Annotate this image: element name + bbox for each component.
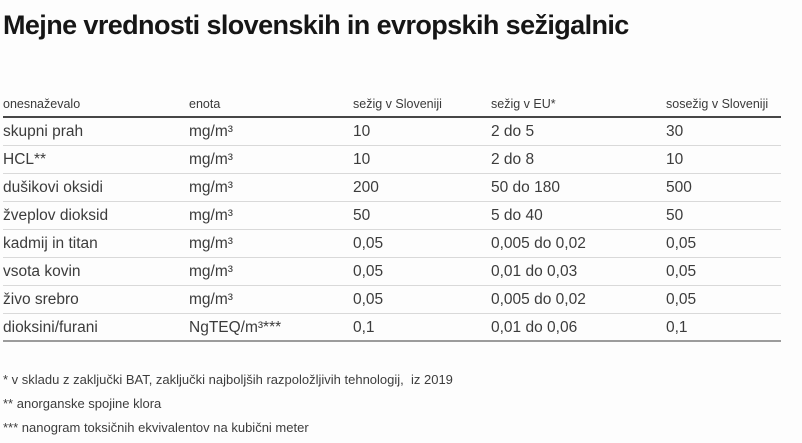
table-body: skupni prah mg/m³ 10 2 do 5 30 HCL** mg/m³ 10 2 … [3,118,781,342]
table-cell: mg/m³ [189,123,233,140]
column-header: enota [189,97,221,111]
limits-table: onesnaževalo enota sežig v Sloveniji sežig … [3,94,781,342]
table-cell: 0,05 [353,235,384,252]
table-cell: 10 [353,151,371,168]
table-cell: 500 [666,179,692,196]
table-row: žveplov dioksid mg/m³ 50 5 do 40 50 [3,202,781,230]
table-row: dušikovi oksidi mg/m³ 200 50 do 180 500 [3,174,781,202]
table-row: vsota kovin mg/m³ 0,05 0,01 do 0,03 0,05 [3,258,781,286]
table-row: živo srebro mg/m³ 0,05 0,005 do 0,02 0,05 [3,286,781,314]
table-cell: mg/m³ [189,291,233,308]
table-row: dioksini/furani NgTEQ/m³*** 0,1 0,01 do 0,0… [3,314,781,342]
table-cell: 50 [353,207,371,224]
table-cell: 2 do 5 [491,123,535,140]
table-cell: vsota kovin [3,263,81,280]
table-cell: 10 [353,123,371,140]
footnote: * v skladu z zaključki BAT, zaključki na… [3,372,453,387]
table-cell: 30 [666,123,684,140]
column-header: onesnaževalo [3,97,81,111]
footnotes: * v skladu z zaključki BAT, zaključki na… [3,368,802,440]
column-header: sežig v Sloveniji [353,97,442,111]
column-header: sosežig v Sloveniji [666,97,769,111]
table-cell: žveplov dioksid [3,207,109,224]
page-title: Mejne vrednosti slovenskih in evropskih … [3,10,629,40]
table-cell: 0,005 do 0,02 [491,235,586,252]
table-cell: 0,01 do 0,03 [491,263,578,280]
table-cell: kadmij in titan [3,235,98,252]
table-header-row: onesnaževalo enota sežig v Sloveniji sežig … [3,94,781,118]
table-cell: živo srebro [3,291,79,308]
table-cell: 5 do 40 [491,207,543,224]
table-cell: 0,05 [666,291,697,308]
table-cell: mg/m³ [189,263,233,280]
table-cell: mg/m³ [189,151,233,168]
incinerator-limits-infographic: Mejne vrednosti slovenskih in evropskih … [0,6,802,443]
table-cell: 0,1 [353,319,375,336]
table-cell: skupni prah [3,123,84,140]
table-cell: mg/m³ [189,235,233,252]
table-cell: 0,05 [353,291,384,308]
table-cell: HCL** [3,151,47,168]
table-cell: 0,01 do 0,06 [491,319,578,336]
table-cell: mg/m³ [189,207,233,224]
table-cell: 0,005 do 0,02 [491,291,586,308]
table-row: skupni prah mg/m³ 10 2 do 5 30 [3,118,781,146]
footnote: ** anorganske spojine klora [3,396,162,411]
table-cell: mg/m³ [189,179,233,196]
table-cell: 2 do 8 [491,151,535,168]
table-row: HCL** mg/m³ 10 2 do 8 10 [3,146,781,174]
table-cell: 0,05 [666,263,697,280]
table-row: kadmij in titan mg/m³ 0,05 0,005 do 0,02 0,0… [3,230,781,258]
table-cell: dušikovi oksidi [3,179,103,196]
table-cell: 0,05 [666,235,697,252]
table-cell: 50 do 180 [491,179,560,196]
table-cell: NgTEQ/m³*** [189,319,282,336]
table-cell: 200 [353,179,379,196]
table-cell: 10 [666,151,684,168]
table-cell: 50 [666,207,684,224]
table-cell: dioksini/furani [3,319,98,336]
column-header: sežig v EU* [491,97,556,111]
table-cell: 0,05 [353,263,384,280]
table-cell: 0,1 [666,319,688,336]
footnote: *** nanogram toksičnih ekvivalentov na k… [3,420,309,435]
